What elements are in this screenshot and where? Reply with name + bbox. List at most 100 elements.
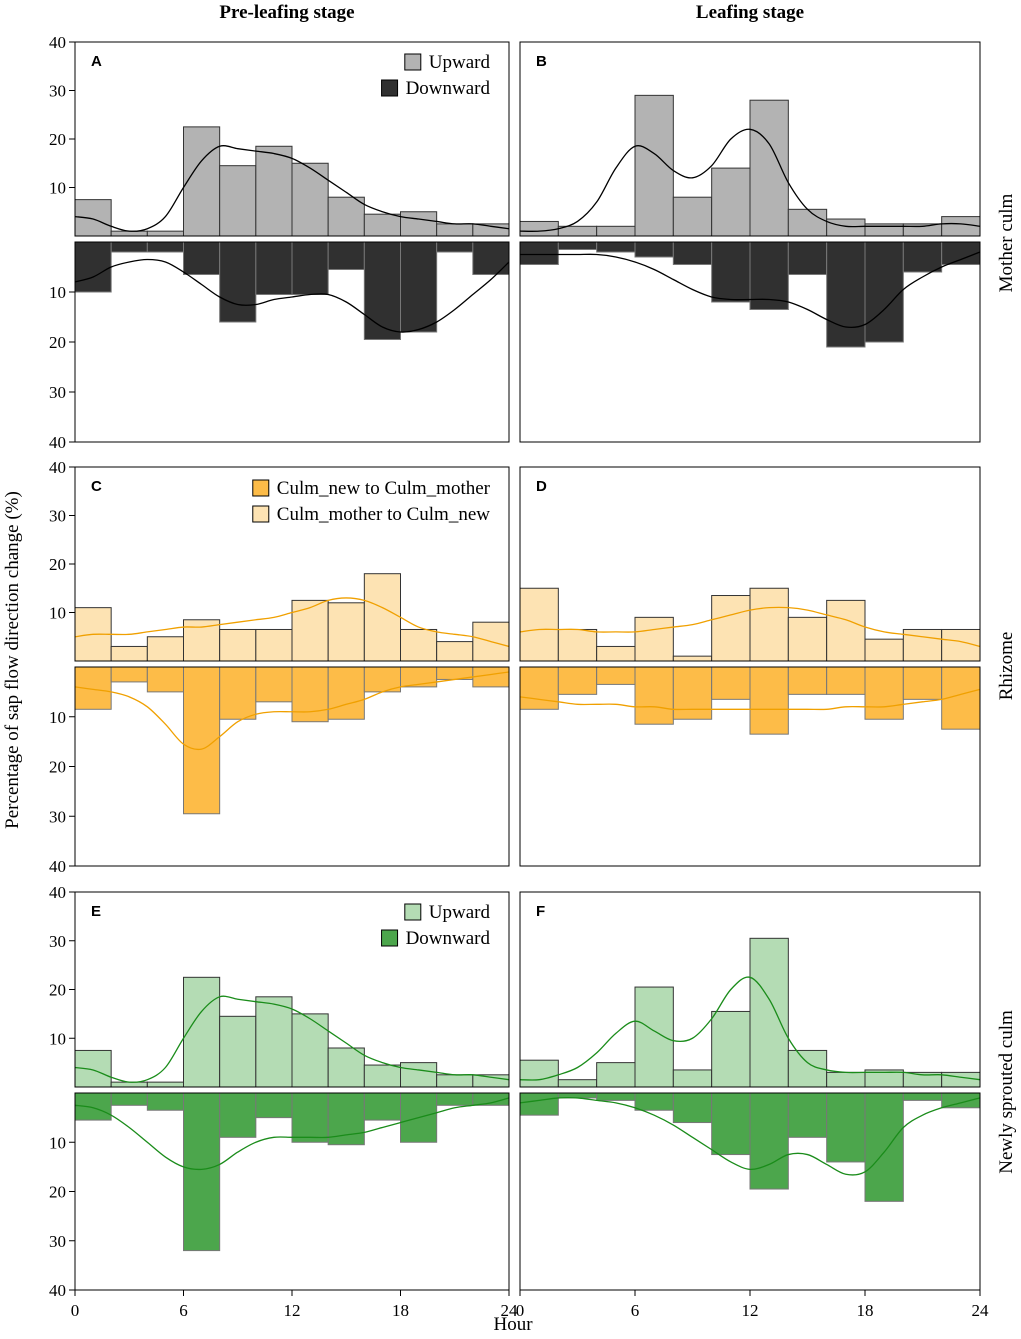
bar-up-f-6 bbox=[749, 937, 789, 1088]
legend-swatch-a-1 bbox=[381, 79, 399, 97]
panel-f: F 0 6 12 18 24 bbox=[516, 891, 990, 1320]
row-label-mother-culm: Mother culm bbox=[996, 193, 1017, 292]
bar-up-e-6 bbox=[291, 1013, 329, 1088]
bar-up-e-2 bbox=[146, 1081, 184, 1088]
bar-down-c-2 bbox=[146, 666, 184, 693]
bar-down-b-4 bbox=[672, 241, 713, 265]
bar-down-c-6 bbox=[291, 666, 329, 723]
column-title-leafing: Leafing stage bbox=[696, 2, 804, 23]
y-tick-label-bottom-e-10: 10 bbox=[49, 1133, 66, 1152]
smooth-line-down-b bbox=[519, 251, 981, 329]
bar-down-b-1 bbox=[557, 241, 598, 250]
bar-down-f-5 bbox=[711, 1092, 751, 1156]
bar-down-c-1 bbox=[110, 666, 148, 683]
bar-down-b-10 bbox=[902, 241, 943, 273]
bar-down-e-4 bbox=[219, 1092, 257, 1138]
bar-up-e-7 bbox=[327, 1047, 365, 1088]
panel-d: D bbox=[519, 466, 981, 867]
bar-up-e-4 bbox=[219, 1015, 257, 1088]
bar-down-a-11 bbox=[472, 241, 510, 275]
bar-down-d-3 bbox=[634, 666, 674, 725]
bar-down-a-4 bbox=[219, 241, 257, 323]
panel-letter-d: D bbox=[536, 478, 547, 495]
bar-up-c-6 bbox=[291, 599, 329, 662]
bar-down-d-9 bbox=[864, 666, 904, 720]
y-tick-label-top-c-40: 40 bbox=[49, 458, 66, 477]
bar-down-d-8 bbox=[826, 666, 866, 695]
x-tick-label-f-24: 24 bbox=[972, 1301, 990, 1320]
bar-up-a-6 bbox=[291, 162, 329, 237]
y-tick-label-top-a-10: 10 bbox=[49, 179, 66, 198]
y-tick-label-bottom-a-20: 20 bbox=[49, 333, 66, 352]
y-tick-label-top-c-20: 20 bbox=[49, 555, 66, 574]
panel-letter-c: C bbox=[91, 478, 102, 495]
smooth-line-up-c bbox=[74, 597, 510, 648]
bar-down-d-5 bbox=[711, 666, 751, 700]
bar-down-a-3 bbox=[183, 241, 221, 275]
y-tick-label-bottom-a-10: 10 bbox=[49, 283, 66, 302]
bar-down-e-8 bbox=[363, 1092, 401, 1121]
plot-frame-top-b bbox=[519, 41, 981, 237]
bar-up-f-11 bbox=[941, 1071, 981, 1088]
bar-up-a-8 bbox=[363, 213, 401, 237]
bar-down-c-7 bbox=[327, 666, 365, 720]
panel-letter-f: F bbox=[536, 903, 545, 920]
bar-up-e-0 bbox=[74, 1049, 112, 1088]
bar-down-e-1 bbox=[110, 1092, 148, 1106]
x-tick-label-e-18: 18 bbox=[392, 1301, 409, 1320]
smooth-line-up-b bbox=[519, 128, 981, 232]
legend-label-a-0: Upward bbox=[429, 52, 491, 73]
bar-down-a-10 bbox=[436, 241, 474, 253]
bar-up-f-5 bbox=[711, 1010, 751, 1088]
smooth-line-down-f bbox=[519, 1096, 981, 1176]
x-tick-label-f-18: 18 bbox=[857, 1301, 874, 1320]
bar-up-d-4 bbox=[672, 655, 713, 662]
bar-up-a-9 bbox=[400, 211, 438, 237]
bar-up-c-2 bbox=[146, 636, 184, 662]
plot-frame-top-d bbox=[519, 466, 981, 662]
legend-label-e-1: Downward bbox=[406, 928, 491, 949]
bar-up-d-3 bbox=[634, 616, 674, 662]
x-tick-label-f-0: 0 bbox=[516, 1301, 525, 1320]
legend-label-c-0: Culm_new to Culm_mother bbox=[277, 478, 491, 499]
bar-up-e-5 bbox=[255, 996, 293, 1088]
y-tick-label-top-e-20: 20 bbox=[49, 981, 66, 1000]
plot-frame-top-f bbox=[519, 891, 981, 1088]
bar-up-c-1 bbox=[110, 645, 148, 662]
legend-label-e-0: Upward bbox=[429, 902, 491, 923]
bar-up-b-5 bbox=[711, 167, 751, 237]
y-tick-label-top-c-10: 10 bbox=[49, 604, 66, 623]
y-tick-label-bottom-a-40: 40 bbox=[49, 433, 66, 452]
panel-b: B bbox=[519, 41, 981, 443]
bar-down-f-4 bbox=[672, 1092, 713, 1124]
row-label-rhizome: Rhizome bbox=[996, 632, 1017, 701]
bar-up-b-6 bbox=[749, 99, 789, 237]
panel-a: A 10 10 20 20 30 30 40 40 Upward Downward bbox=[49, 33, 510, 452]
y-tick-label-bottom-e-20: 20 bbox=[49, 1183, 66, 1202]
bar-down-e-2 bbox=[146, 1092, 184, 1111]
y-tick-label-bottom-c-30: 30 bbox=[49, 807, 66, 826]
y-tick-label-bottom-e-40: 40 bbox=[49, 1281, 66, 1300]
y-tick-label-top-a-30: 30 bbox=[49, 82, 66, 101]
bar-up-d-1 bbox=[557, 628, 598, 662]
bar-up-d-7 bbox=[787, 616, 828, 662]
bar-up-e-1 bbox=[110, 1081, 148, 1088]
y-tick-label-bottom-c-10: 10 bbox=[49, 708, 66, 727]
bar-down-d-4 bbox=[672, 666, 713, 720]
bar-up-f-8 bbox=[826, 1071, 866, 1088]
bar-down-e-5 bbox=[255, 1092, 293, 1119]
panel-e: E 10 10 20 20 30 30 40 40 0 6 12 18 24 Upward Downward bbox=[49, 883, 518, 1320]
x-tick-label-f-12: 12 bbox=[742, 1301, 759, 1320]
bar-down-f-10 bbox=[902, 1092, 943, 1101]
smooth-line-down-d bbox=[519, 688, 981, 711]
bar-down-a-1 bbox=[110, 241, 148, 253]
y-tick-label-top-e-30: 30 bbox=[49, 932, 66, 951]
smooth-line-down-e bbox=[74, 1097, 510, 1171]
smooth-line-up-f bbox=[519, 976, 981, 1081]
bar-up-d-9 bbox=[864, 638, 904, 662]
bar-down-d-6 bbox=[749, 666, 789, 735]
bar-down-d-1 bbox=[557, 666, 598, 695]
bar-up-d-2 bbox=[596, 645, 636, 662]
bar-up-f-3 bbox=[634, 986, 674, 1088]
